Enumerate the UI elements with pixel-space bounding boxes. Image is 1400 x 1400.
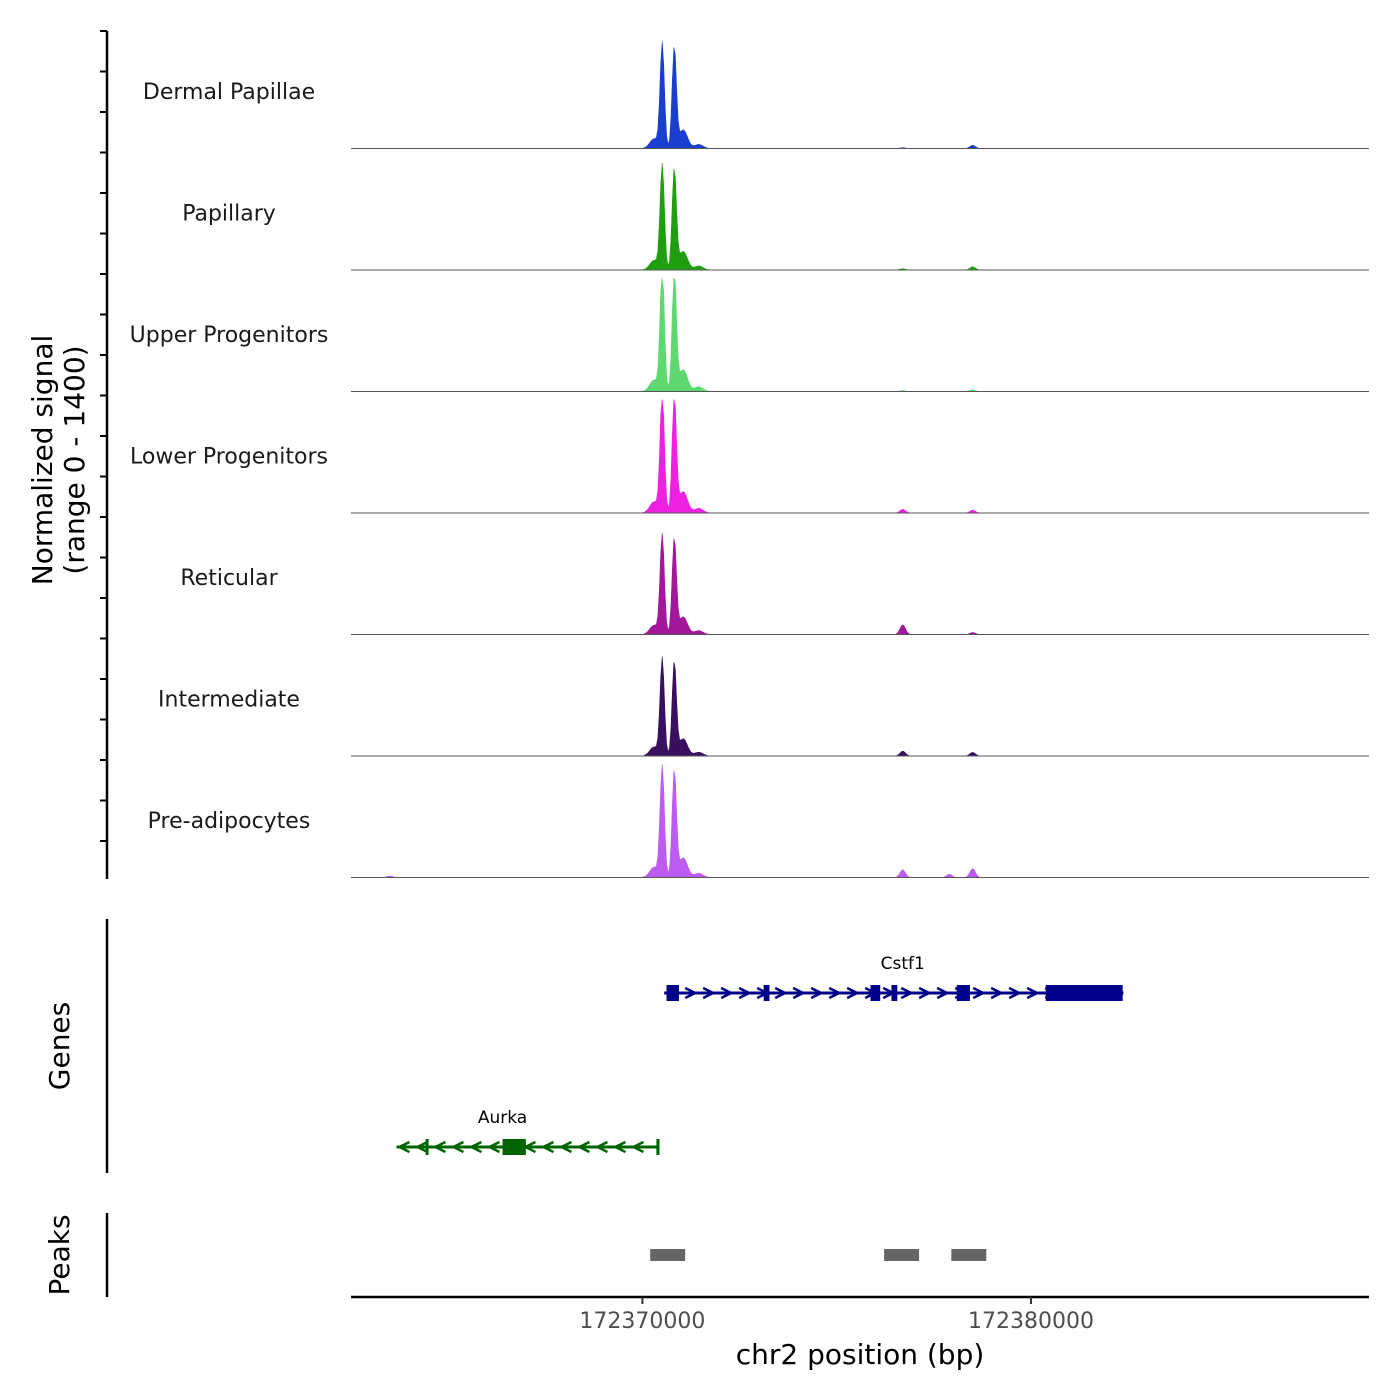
track-label: Intermediate [158,688,300,713]
signal-axis-range-label: (range 0 - 1400) [58,345,91,574]
strand-chevron [756,986,770,1000]
signal-axis-label: Normalized signal [26,335,59,586]
peak-region [650,1249,686,1261]
strand-chevron [846,986,860,1000]
strand-chevron [432,1140,447,1154]
strand-chevron [738,986,752,1000]
gene-exon [502,1139,526,1155]
coverage-area [351,764,1369,878]
strand-chevron [1044,986,1058,1000]
peak-region [951,1249,987,1261]
strand-chevron [828,986,842,1000]
peak-regions [650,1249,987,1261]
x-tick-label: 172380000 [968,1309,1094,1334]
peaks-panel-label: Peaks [43,1214,76,1295]
strand-chevron [1008,986,1022,1000]
strand-chevron [414,1140,429,1154]
strand-chevron [792,986,806,1000]
strand-chevron [396,1140,411,1154]
strand-chevron [1026,986,1040,1000]
coverage-tracks [351,41,1369,878]
strand-chevron [882,986,896,1000]
signal-axis-ticks [100,30,107,842]
track-label: Upper Progenitors [130,323,329,348]
strand-chevron [1098,986,1112,1000]
gene-label: Cstf1 [881,954,925,974]
strand-chevron [576,1140,591,1154]
coverage-area [351,277,1369,392]
strand-chevron [774,986,788,1000]
gene-exon [656,1139,660,1155]
strand-chevron [990,986,1004,1000]
coverage-area [351,163,1369,271]
track-label: Dermal Papillae [143,80,315,105]
strand-chevron [666,986,680,1000]
strand-chevron [522,1140,537,1154]
strand-chevron [918,986,932,1000]
coverage-area [351,532,1369,635]
strand-chevron [954,986,968,1000]
strand-chevron [594,1140,609,1154]
x-axis-ticks: 172370000 172380000 [579,1297,1094,1334]
x-tick-label: 172370000 [579,1309,705,1334]
gene-annotations: Cstf1 Aurka [396,954,1124,1155]
strand-chevron [900,986,914,1000]
strand-chevron [1062,986,1076,1000]
strand-chevron [468,1140,483,1154]
strand-chevron [684,986,698,1000]
x-axis-label: chr2 position (bp) [736,1338,985,1371]
strand-chevron [486,1140,501,1154]
peak-region [884,1249,920,1261]
coverage-area [351,399,1369,514]
gene-exon [425,1139,429,1155]
track-label: Pre-adipocytes [148,809,311,834]
strand-chevron [612,1140,627,1154]
strand-chevron [504,1140,519,1154]
strand-chevron [558,1140,573,1154]
strand-chevron [1080,986,1094,1000]
strand-chevron [810,986,824,1000]
gene-label: Aurka [478,1108,527,1128]
strand-chevron [540,1140,555,1154]
coverage-area [351,41,1369,149]
track-label: Papillary [182,202,276,227]
genes-panel-label: Genes [43,1002,76,1090]
strand-chevron [972,986,986,1000]
strand-chevron [630,1140,645,1154]
strand-chevron [720,986,734,1000]
strand-chevron [450,1140,465,1154]
track-labels: Dermal Papillae Papillary Upper Progenitor… [130,80,329,834]
strand-chevron [936,986,950,1000]
strand-chevron [864,986,878,1000]
strand-chevron [702,986,716,1000]
track-label: Lower Progenitors [130,445,328,470]
coverage-area [351,656,1369,757]
track-label: Reticular [180,566,278,591]
